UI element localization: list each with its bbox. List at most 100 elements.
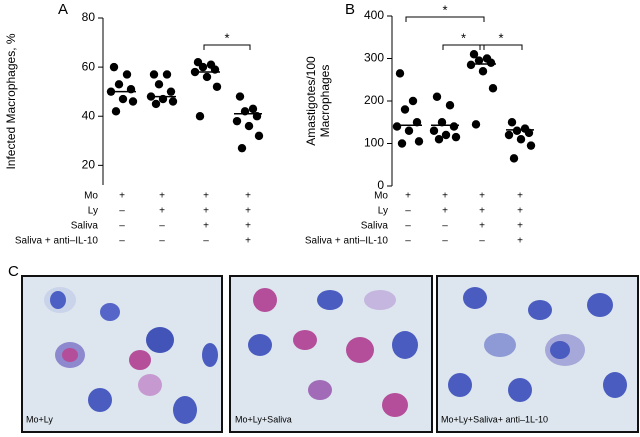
data-point bbox=[449, 122, 459, 131]
data-point bbox=[195, 112, 205, 121]
nucleus bbox=[317, 290, 343, 310]
condition-sign: – bbox=[203, 236, 209, 247]
data-point bbox=[111, 107, 121, 116]
condition-label: Saliva + anti–IL-10 bbox=[305, 236, 389, 247]
condition-sign: + bbox=[442, 206, 448, 217]
significance-label: * bbox=[224, 30, 229, 45]
data-point bbox=[400, 105, 410, 114]
condition-label: Saliva bbox=[361, 221, 389, 232]
cell bbox=[364, 290, 396, 310]
condition-sign: + bbox=[159, 206, 165, 217]
data-point bbox=[202, 72, 212, 82]
significance-bracket bbox=[203, 44, 251, 50]
data-point bbox=[432, 92, 442, 101]
data-point bbox=[434, 135, 444, 144]
nucleus bbox=[293, 330, 317, 350]
data-point bbox=[109, 62, 119, 72]
condition-sign: + bbox=[203, 221, 209, 232]
data-point bbox=[248, 104, 258, 114]
nucleus bbox=[146, 327, 174, 353]
nucleus bbox=[550, 341, 570, 359]
condition-sign: – bbox=[405, 206, 411, 217]
data-point bbox=[524, 128, 534, 138]
y-tick-label: 100 bbox=[364, 136, 384, 150]
data-point bbox=[166, 87, 176, 96]
y-tick-label: 60 bbox=[82, 59, 96, 73]
condition-sign: – bbox=[405, 236, 411, 247]
condition-sign: – bbox=[119, 236, 125, 247]
y-tick-label: 200 bbox=[364, 93, 384, 107]
data-point bbox=[149, 70, 159, 79]
data-point bbox=[441, 130, 451, 140]
data-point bbox=[237, 143, 247, 153]
micrograph bbox=[436, 275, 639, 433]
condition-sign: + bbox=[245, 221, 251, 232]
nucleus bbox=[50, 291, 66, 309]
nucleus bbox=[62, 348, 78, 362]
condition-label: Mo bbox=[84, 191, 98, 202]
condition-sign: + bbox=[203, 206, 209, 217]
condition-sign: + bbox=[203, 191, 209, 202]
cell bbox=[484, 333, 516, 357]
data-point bbox=[118, 94, 128, 104]
condition-sign: – bbox=[159, 236, 165, 247]
data-point bbox=[488, 84, 498, 93]
nucleus bbox=[508, 378, 532, 402]
condition-sign: – bbox=[405, 221, 411, 232]
data-point bbox=[395, 69, 405, 78]
nucleus bbox=[100, 303, 120, 321]
data-point bbox=[404, 126, 414, 135]
nucleus bbox=[88, 388, 112, 412]
nucleus bbox=[253, 288, 277, 312]
micrograph bbox=[229, 275, 433, 433]
condition-label: Saliva bbox=[71, 221, 99, 232]
data-point bbox=[478, 67, 488, 76]
panel-label: C bbox=[8, 263, 19, 280]
condition-sign: – bbox=[442, 221, 448, 232]
data-point bbox=[128, 97, 138, 106]
significance-label: * bbox=[498, 30, 503, 45]
nucleus bbox=[129, 350, 151, 370]
nucleus bbox=[528, 300, 552, 320]
data-point bbox=[244, 121, 254, 131]
y-axis-title: Amastigotes/100 bbox=[304, 56, 318, 146]
data-point bbox=[151, 99, 161, 109]
data-point bbox=[397, 139, 407, 148]
data-point bbox=[114, 80, 124, 89]
data-point bbox=[469, 50, 479, 59]
y-tick-label: 0 bbox=[377, 178, 384, 192]
y-tick-label: 400 bbox=[364, 8, 384, 22]
condition-sign: + bbox=[405, 191, 411, 202]
condition-sign: + bbox=[517, 206, 523, 217]
condition-label: Ly bbox=[378, 206, 388, 217]
data-point bbox=[512, 126, 522, 135]
condition-sign: + bbox=[442, 191, 448, 202]
condition-sign: – bbox=[159, 221, 165, 232]
data-point bbox=[198, 62, 208, 72]
significance-label: * bbox=[442, 2, 447, 17]
nucleus bbox=[308, 380, 332, 400]
condition-sign: + bbox=[479, 191, 485, 202]
data-point bbox=[168, 97, 178, 106]
condition-sign: + bbox=[245, 191, 251, 202]
data-point bbox=[232, 116, 242, 126]
data-point bbox=[516, 135, 526, 144]
data-point bbox=[412, 118, 422, 127]
data-point bbox=[509, 154, 519, 163]
data-point bbox=[408, 96, 418, 106]
data-point bbox=[471, 120, 481, 129]
condition-sign: – bbox=[119, 221, 125, 232]
data-point bbox=[122, 70, 132, 79]
data-point bbox=[414, 137, 424, 146]
condition-sign: – bbox=[442, 236, 448, 247]
condition-label: Saliva + anti–IL-10 bbox=[15, 236, 99, 247]
data-point bbox=[486, 58, 496, 67]
data-point bbox=[526, 141, 536, 150]
significance-bracket bbox=[442, 44, 485, 50]
condition-label: Mo bbox=[374, 191, 388, 202]
significance-bracket bbox=[405, 16, 485, 22]
condition-sign: + bbox=[517, 236, 523, 247]
condition-sign: – bbox=[119, 206, 125, 217]
nucleus bbox=[346, 337, 374, 363]
condition-sign: + bbox=[159, 191, 165, 202]
